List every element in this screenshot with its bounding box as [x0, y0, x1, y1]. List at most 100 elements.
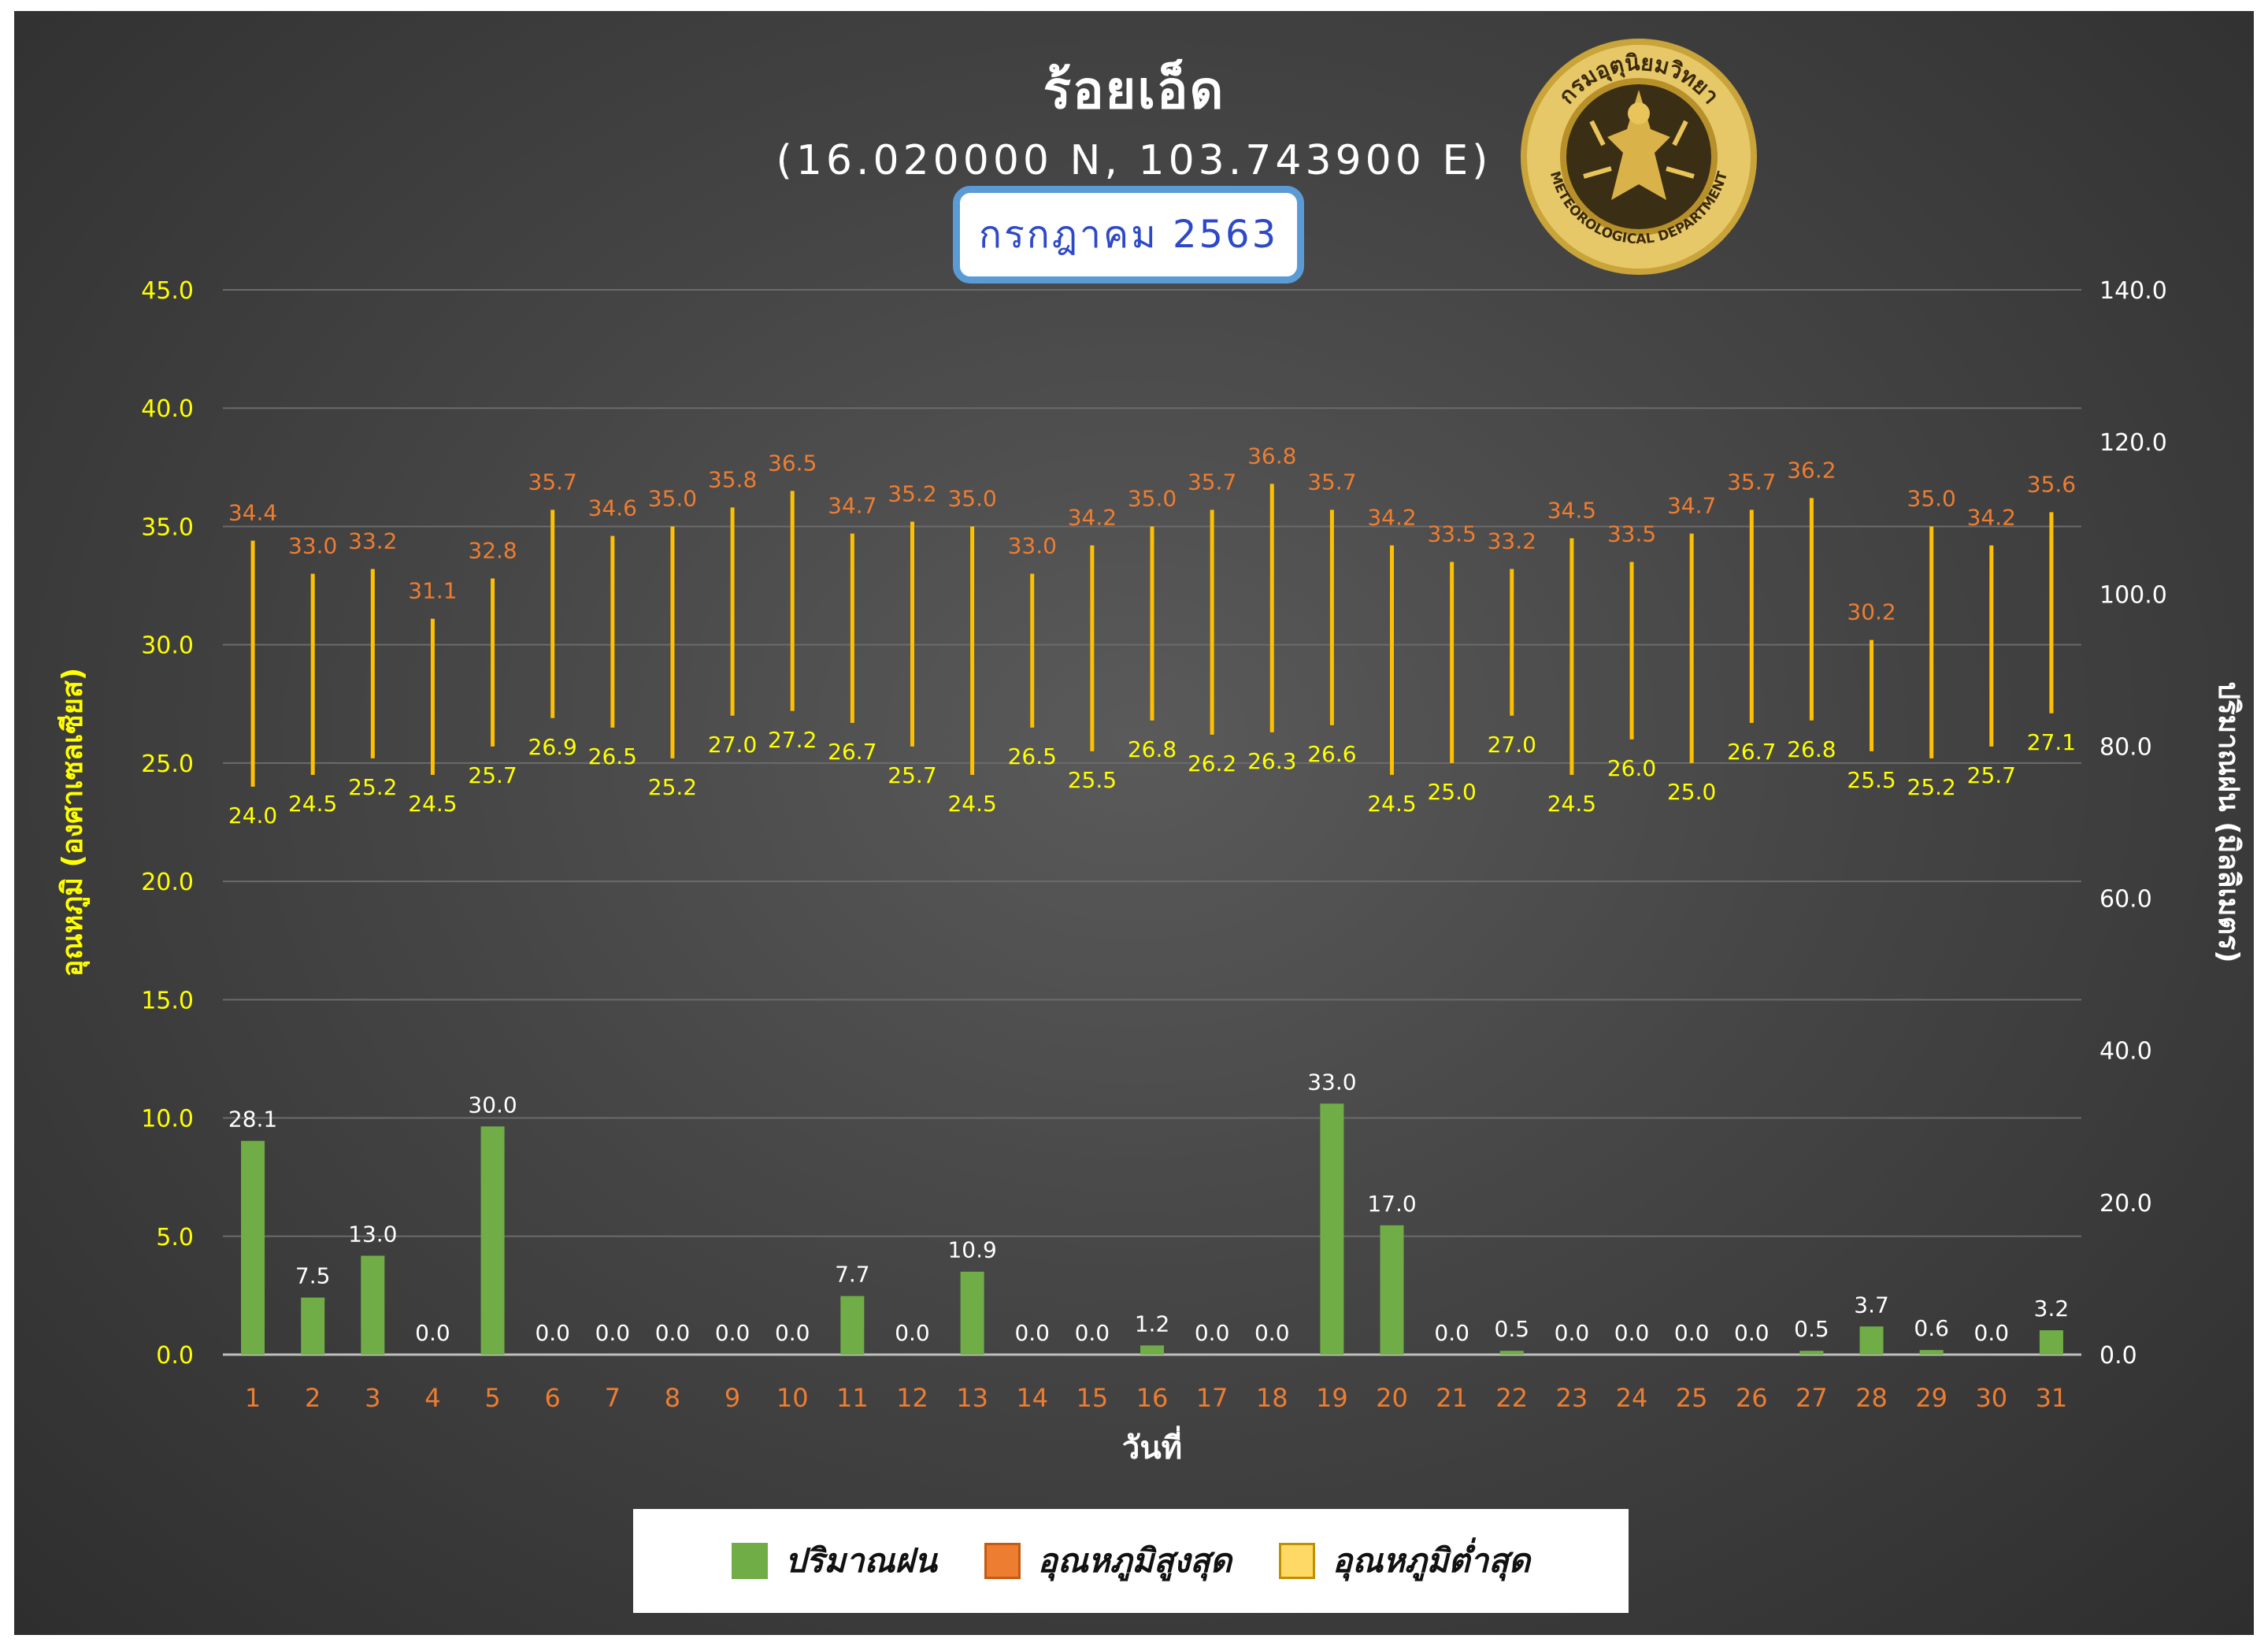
x-tick-label: 28	[1855, 1383, 1888, 1413]
max-temp-data-label: 33.0	[1008, 533, 1057, 559]
rain-data-label: 0.0	[595, 1320, 631, 1346]
x-tick-label: 12	[896, 1383, 928, 1413]
rain-bar	[1919, 1350, 1944, 1355]
chart-subtitle-coordinates: (16.020000 N, 103.743900 E)	[776, 137, 1492, 184]
y-right-axis-title: ปริมาณฝน (มิลลิเมตร)	[2212, 681, 2244, 962]
rain-data-label: 0.6	[1914, 1315, 1949, 1341]
rain-data-label: 0.0	[1014, 1320, 1050, 1346]
min-temp-data-label: 25.5	[1068, 767, 1117, 793]
y-left-tick-label: 10.0	[141, 1106, 194, 1133]
max-temp-data-label: 33.5	[1607, 521, 1656, 547]
y-right-tick-label: 120.0	[2099, 429, 2167, 457]
x-tick-label: 4	[424, 1383, 440, 1413]
x-axis-title: วันที่	[1122, 1425, 1182, 1466]
legend-swatch-min-temp	[1279, 1543, 1316, 1579]
y-right-tick-label: 60.0	[2099, 886, 2152, 914]
rain-data-label: 33.0	[1307, 1069, 1356, 1095]
min-temp-data-label: 25.0	[1427, 779, 1476, 805]
x-tick-label: 18	[1256, 1383, 1288, 1413]
rain-data-label: 10.9	[947, 1237, 996, 1263]
rain-data-label: 0.0	[1434, 1320, 1469, 1346]
max-temp-data-label: 35.0	[1907, 485, 1956, 511]
x-tick-label: 16	[1136, 1383, 1169, 1413]
rain-bar	[1380, 1225, 1404, 1355]
x-tick-label: 3	[365, 1383, 380, 1413]
min-temp-data-label: 25.2	[648, 774, 697, 800]
max-temp-data-label: 33.2	[348, 528, 397, 554]
x-tick-label: 2	[305, 1383, 321, 1413]
max-temp-data-label: 30.2	[1847, 599, 1896, 625]
min-temp-data-label: 26.7	[1727, 739, 1776, 765]
min-temp-data-label: 24.5	[1367, 791, 1416, 817]
min-temp-data-label: 25.2	[348, 774, 397, 800]
rain-data-label: 0.0	[655, 1320, 691, 1346]
legend-swatch-max-temp	[984, 1543, 1021, 1579]
max-temp-data-label: 36.5	[768, 450, 817, 476]
rain-bar	[361, 1255, 385, 1355]
legend-label-rain: ปริมาณฝน	[784, 1541, 937, 1580]
x-tick-label: 25	[1676, 1383, 1708, 1413]
min-temp-data-label: 27.0	[708, 732, 757, 758]
max-temp-data-label: 34.2	[1367, 504, 1416, 530]
rain-data-label: 0.0	[1195, 1320, 1230, 1346]
max-temp-data-label: 35.7	[1188, 469, 1236, 495]
legend-item-min-temp: อุณหภูมิต่ำสุด	[1279, 1535, 1530, 1587]
x-tick-label: 5	[484, 1383, 500, 1413]
max-temp-data-label: 36.2	[1787, 457, 1836, 483]
min-temp-data-label: 26.5	[588, 743, 637, 769]
max-temp-data-label: 34.7	[1667, 492, 1716, 518]
max-temp-data-label: 35.0	[1128, 485, 1177, 511]
min-temp-data-label: 25.2	[1907, 774, 1956, 800]
x-tick-label: 17	[1196, 1383, 1228, 1413]
rain-data-label: 0.5	[1794, 1316, 1829, 1342]
x-tick-label: 7	[605, 1383, 621, 1413]
min-temp-data-label: 25.7	[888, 762, 936, 788]
rain-data-label: 28.1	[228, 1107, 277, 1133]
rain-data-label: 0.0	[1075, 1320, 1110, 1346]
rain-data-label: 0.0	[1555, 1320, 1590, 1346]
x-tick-label: 19	[1316, 1383, 1348, 1413]
min-temp-data-label: 26.5	[1008, 743, 1057, 769]
y-left-tick-label: 45.0	[141, 277, 194, 305]
chart-title: ร้อยเอ็ด	[1043, 60, 1225, 120]
min-temp-data-label: 26.9	[528, 734, 577, 760]
max-temp-data-label: 34.5	[1547, 497, 1596, 523]
x-tick-label: 29	[1915, 1383, 1947, 1413]
x-tick-label: 30	[1975, 1383, 2007, 1413]
x-tick-label: 10	[776, 1383, 809, 1413]
thai-meteorological-department-seal-icon: กรมอุตุนิยมวิทยา METEOROLOGICAL DEPARTME…	[1521, 39, 1757, 275]
rain-data-label: 13.0	[348, 1221, 397, 1247]
max-temp-data-label: 35.7	[528, 469, 577, 495]
rain-data-label: 17.0	[1367, 1191, 1416, 1217]
rain-data-label: 0.0	[715, 1320, 750, 1346]
max-temp-data-label: 34.2	[1068, 504, 1117, 530]
y-right-tick-label: 0.0	[2099, 1342, 2137, 1370]
min-temp-data-label: 27.0	[1488, 732, 1536, 758]
max-temp-data-label: 34.2	[1967, 504, 2016, 530]
rain-bar	[1140, 1345, 1164, 1355]
min-temp-data-label: 25.0	[1667, 779, 1716, 805]
y-left-tick-label: 15.0	[141, 987, 194, 1014]
y-right-tick-label: 20.0	[2099, 1190, 2152, 1218]
rain-data-label: 0.0	[1734, 1320, 1770, 1346]
legend-label-min-temp: อุณหภูมิต่ำสุด	[1332, 1541, 1531, 1580]
month-badge: กรกฎาคม 2563	[953, 186, 1304, 284]
legend-swatch-rain	[731, 1543, 768, 1579]
max-temp-data-label: 31.1	[408, 578, 457, 604]
y-left-tick-label: 35.0	[141, 513, 194, 541]
max-temp-data-label: 34.4	[228, 499, 277, 525]
min-temp-data-label: 26.0	[1607, 755, 1656, 781]
rain-data-label: 0.0	[1254, 1320, 1290, 1346]
x-tick-label: 11	[836, 1383, 869, 1413]
month-label: กรกฎาคม 2563	[978, 213, 1279, 257]
x-tick-label: 22	[1495, 1383, 1528, 1413]
max-temp-data-label: 34.7	[828, 492, 876, 518]
max-temp-data-label: 33.2	[1488, 528, 1536, 554]
max-temp-data-label: 35.2	[888, 480, 936, 506]
y-left-axis-title: อุณหภูมิ (องศาเซลเซียส)	[57, 668, 91, 977]
y-left-tick-label: 0.0	[156, 1342, 194, 1370]
rain-bar	[960, 1271, 984, 1355]
y-right-tick-label: 100.0	[2099, 581, 2167, 609]
rain-data-label: 3.7	[1854, 1292, 1889, 1318]
x-tick-label: 8	[665, 1383, 680, 1413]
